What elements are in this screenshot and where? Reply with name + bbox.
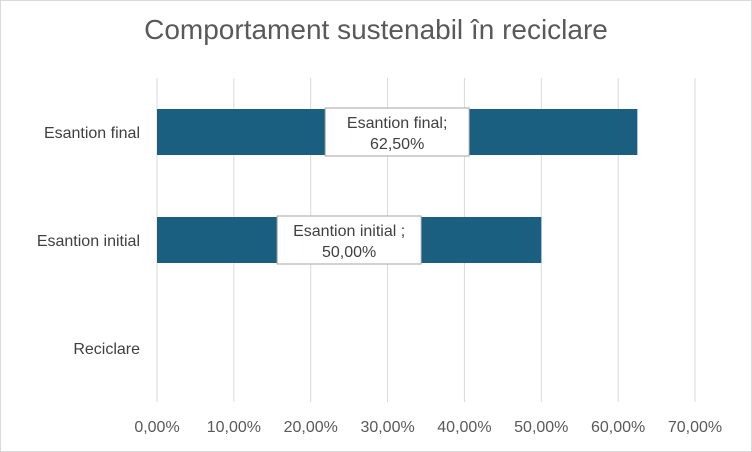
data-label-value: 62,50% [370, 136, 424, 153]
category-label: Reciclare [73, 341, 140, 358]
data-label-series: Esantion final; [347, 115, 448, 132]
chart-title: Comportament sustenabil în reciclare [144, 14, 608, 45]
category-label: Esantion initial [37, 233, 140, 250]
x-tick-label: 20,00% [284, 419, 338, 436]
data-label-box [324, 107, 470, 157]
data-label-series: Esantion initial ; [293, 223, 405, 240]
x-tick-label: 10,00% [207, 419, 261, 436]
data-label: Esantion final; 62,50% [324, 107, 470, 157]
x-tick-label: 30,00% [360, 419, 414, 436]
x-tick-label: 0,00% [134, 419, 179, 436]
data-label-value: 50,00% [322, 244, 376, 261]
data-label: Esantion initial ; 50,00% [276, 215, 422, 265]
category-label: Esantion final [44, 125, 140, 142]
data-label-box [276, 215, 422, 265]
x-tick-label: 50,00% [514, 419, 568, 436]
x-tick-label: 40,00% [437, 419, 491, 436]
x-tick-label: 70,00% [668, 419, 722, 436]
x-tick-label: 60,00% [591, 419, 645, 436]
